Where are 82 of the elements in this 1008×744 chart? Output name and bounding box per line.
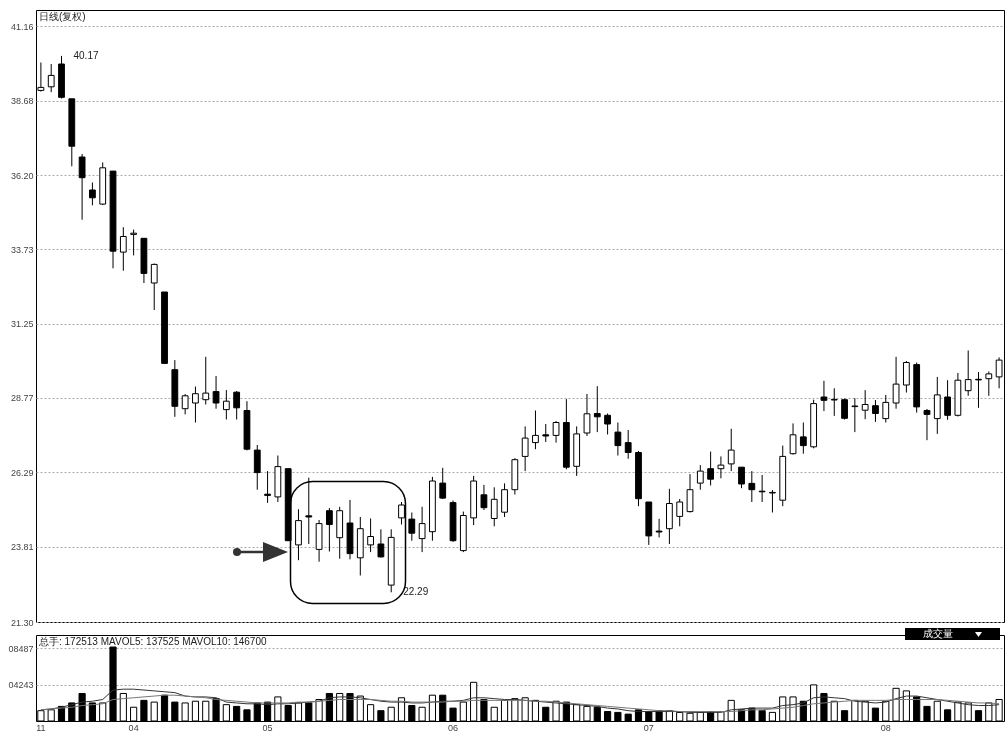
candlestick	[799, 422, 807, 455]
candlestick	[696, 464, 704, 491]
y-tick-label: 33.73	[10, 244, 34, 255]
y-tick-label: 23.81	[10, 542, 34, 553]
candlestick	[707, 451, 715, 486]
candlestick	[861, 389, 869, 420]
candlestick	[325, 507, 333, 552]
x-tick-label: 07	[643, 722, 654, 733]
candlestick	[593, 385, 601, 433]
candlestick	[820, 380, 828, 412]
candlestick	[872, 399, 879, 423]
candlestick	[222, 389, 230, 420]
candlestick	[738, 466, 745, 489]
candlestick	[367, 518, 374, 553]
candlestick	[830, 387, 838, 417]
candlestick	[604, 413, 611, 435]
candlestick	[418, 506, 426, 553]
candlestick	[882, 394, 890, 423]
candlestick	[902, 360, 910, 393]
chart-title: 总手: 172513 MAVOL5: 137525 MAVOL10: 146700	[38, 636, 267, 647]
y-tick-label: 08487	[8, 643, 34, 654]
candlestick	[985, 371, 993, 397]
candlestick	[532, 410, 539, 450]
candlestick	[130, 229, 138, 256]
candlestick	[944, 379, 951, 421]
candlestick	[933, 376, 941, 435]
candlestick	[552, 420, 560, 444]
candlestick	[233, 390, 241, 420]
candlestick	[480, 484, 488, 511]
candlestick	[614, 422, 622, 456]
dropdown-button: 成交量	[905, 628, 1000, 640]
candlestick	[181, 393, 189, 415]
candlestick	[717, 455, 725, 479]
annotation: 22.29	[403, 586, 429, 598]
annotation: 40.17	[73, 49, 99, 61]
y-tick-label: 36.20	[10, 170, 34, 181]
x-tick-label: 11	[36, 722, 46, 733]
x-tick-label: 08	[880, 722, 891, 733]
candlestick	[655, 518, 663, 538]
candlestick	[676, 498, 684, 527]
y-tick-label: 21.30	[10, 617, 34, 628]
candlestick	[624, 429, 632, 460]
candlestick	[727, 428, 735, 472]
y-tick-label: 41.16	[10, 21, 34, 32]
y-tick-label: 28.77	[10, 393, 34, 404]
line-series	[40, 694, 1000, 713]
candlestick	[851, 397, 859, 433]
candlestick	[377, 528, 385, 558]
candlestick	[975, 371, 982, 409]
candlestick	[119, 226, 127, 272]
candlestick	[769, 489, 776, 513]
candlestick	[789, 422, 797, 456]
y-tick-label: 38.68	[10, 96, 34, 107]
candlestick	[521, 425, 529, 472]
candlestick	[892, 356, 900, 410]
candlestick	[501, 482, 508, 518]
candlestick	[47, 63, 55, 93]
candlestick	[439, 467, 447, 500]
candlestick	[964, 350, 972, 397]
x-tick-label: 05	[262, 722, 273, 733]
candlestick	[253, 444, 261, 491]
candlestick	[583, 393, 591, 437]
candlestick	[305, 477, 313, 545]
chart-title: 日线(复权)	[39, 11, 86, 22]
candlestick	[490, 486, 498, 527]
x-tick-label: 06	[448, 722, 459, 733]
candlestick	[408, 512, 416, 542]
y-tick-label: 31.25	[10, 319, 34, 329]
candlestick	[78, 153, 86, 221]
candlestick	[192, 386, 199, 423]
candlestick	[923, 408, 931, 441]
candlestick	[264, 470, 271, 504]
candlestick	[748, 470, 756, 503]
candlestick	[212, 375, 220, 410]
y-tick-label: 26.29	[10, 467, 34, 478]
candlestick	[150, 263, 158, 311]
candlestick	[89, 182, 96, 206]
candlestick	[398, 501, 405, 525]
x-tick-label: 04	[128, 722, 139, 733]
candlestick	[686, 473, 694, 513]
y-tick-label: 04243	[8, 680, 34, 691]
candlestick	[202, 356, 210, 405]
